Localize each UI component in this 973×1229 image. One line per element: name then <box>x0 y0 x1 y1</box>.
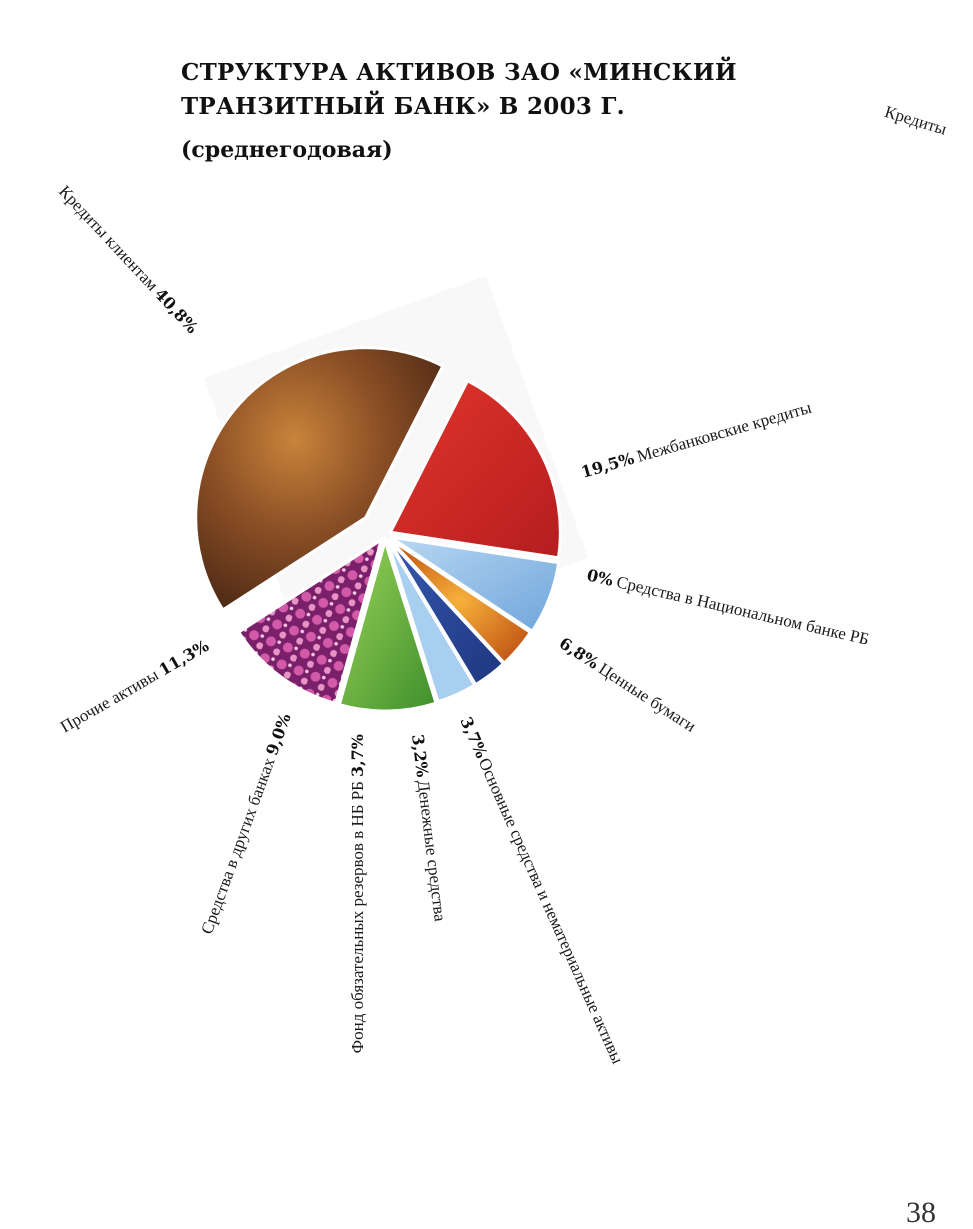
svg-text:Фонд обязательных резервов в Н: Фонд обязательных резервов в НБ РБ 3,7% <box>348 734 367 1053</box>
slice-name: Денежные средства <box>414 779 450 923</box>
chart-title: СТРУКТУРА АКТИВОВ ЗАО «МИНСКИЙ ТРАНЗИТНЫ… <box>181 56 737 124</box>
svg-text:3,2%Денежные средства: 3,2%Денежные средства <box>408 733 450 923</box>
svg-text:Кредиты клиентам40,8%: Кредиты клиентам40,8% <box>55 182 202 337</box>
pie-slice-reserve-fund <box>385 538 477 704</box>
pie-slice-interbank-loans <box>388 378 562 560</box>
slice-name: Средства в Национальном банке РБ <box>615 572 871 649</box>
chart-title-line-2: ТРАНЗИТНЫЙ БАНК» В 2003 Г. <box>181 93 625 120</box>
slice-label-fixed-assets: 3,7%Основные средства и нематериальные а… <box>456 714 627 1067</box>
slice-value: 11,3% <box>156 636 212 680</box>
chart-subtitle: (среднегодовая) <box>181 137 393 163</box>
slice-name: Средства в других банках <box>197 755 279 937</box>
svg-text:19,5%Межбанковские кредиты: 19,5%Межбанковские кредиты <box>579 398 814 482</box>
slice-value: 3,2% <box>408 733 432 778</box>
pie-slice-other-banks <box>337 535 438 713</box>
pie-slice-client-loans <box>194 346 445 612</box>
slice-value: 3,7% <box>456 714 491 761</box>
slice-label-cash: 3,2%Денежные средства <box>408 733 450 923</box>
slice-name: Прочие активы <box>57 665 162 737</box>
chart-title-line-1: СТРУКТУРА АКТИВОВ ЗАО «МИНСКИЙ <box>181 59 737 86</box>
slice-value: 3,7% <box>348 734 367 777</box>
pie-slice-securities <box>389 535 561 634</box>
slice-value: 19,5% <box>579 449 636 482</box>
slice-name: Ценные бумаги <box>595 659 699 736</box>
slice-label-national-bank: 0%Средства в Национальном банке РБ <box>585 565 871 649</box>
slice-value: 0% <box>585 565 615 589</box>
slice-value: 6,8% <box>556 633 602 672</box>
svg-text:6,8%Ценные бумаги: 6,8%Ценные бумаги <box>556 633 700 735</box>
svg-text:Прочие активы11,3%: Прочие активы11,3% <box>57 636 212 736</box>
slice-label-other-assets: Прочие активы11,3% <box>57 636 212 736</box>
pie-slices <box>194 346 562 713</box>
slice-name: Межбанковские кредиты <box>635 398 814 466</box>
slice-value: 9,0% <box>262 711 295 758</box>
svg-text:Средства в других банках9,0%: Средства в других банках9,0% <box>197 711 295 937</box>
slice-name: Фонд обязательных резервов в НБ РБ <box>348 781 367 1053</box>
slice-label-client-loans: Кредиты клиентам40,8% <box>55 182 202 337</box>
slice-label-reserve-fund: Фонд обязательных резервов в НБ РБ 3,7% <box>348 734 367 1053</box>
slice-value: 40,8% <box>151 284 202 337</box>
slice-name: Кредиты клиентам <box>55 182 162 295</box>
svg-text:3,7%Основные средства и немате: 3,7%Основные средства и нематериальные а… <box>456 714 627 1067</box>
slice-label-securities: 6,8%Ценные бумаги <box>556 633 700 735</box>
slice-name: Основные средства и нематериальные актив… <box>475 755 628 1067</box>
slice-label-other-banks: Средства в других банках9,0% <box>197 711 295 937</box>
slice-label-interbank-loans: 19,5%Межбанковские кредиты <box>579 398 814 482</box>
pie-slice-other-assets <box>236 536 384 706</box>
svg-text:0%Средства в Национальном банк: 0%Средства в Национальном банке РБ <box>585 565 871 649</box>
